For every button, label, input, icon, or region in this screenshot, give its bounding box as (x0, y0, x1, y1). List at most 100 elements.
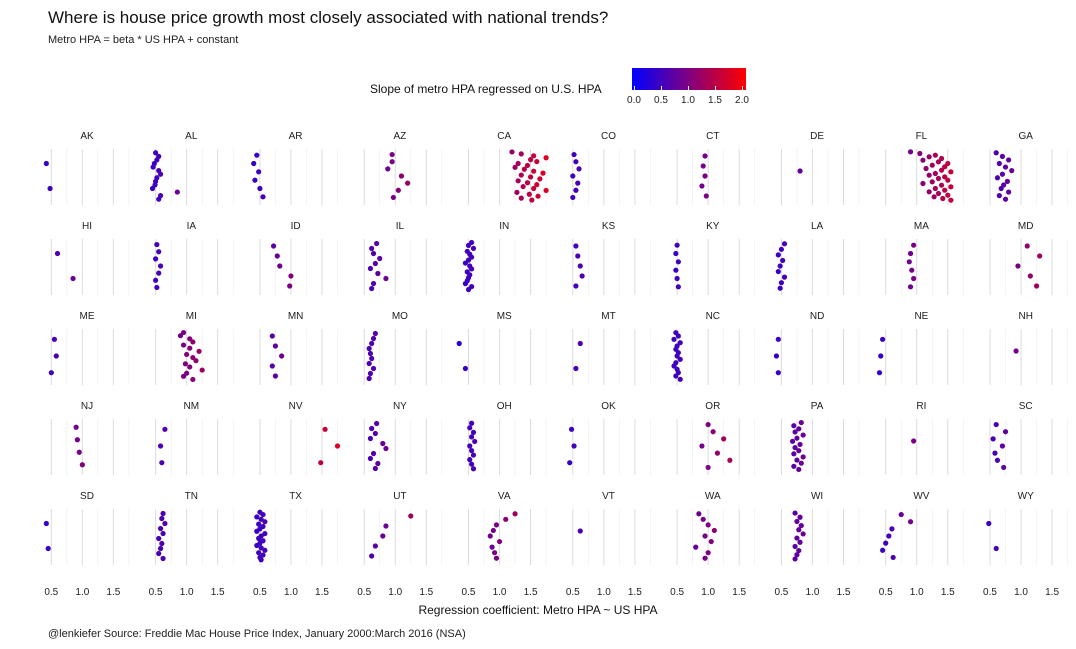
data-point (269, 363, 275, 369)
data-point (252, 177, 258, 183)
data-point (800, 531, 806, 537)
data-point (700, 516, 706, 522)
x-tick-label: 0.5 (983, 587, 997, 598)
data-point (945, 192, 951, 198)
facet-label: MO (392, 311, 408, 322)
data-point (920, 180, 926, 187)
data-point (708, 538, 714, 545)
data-point (778, 280, 785, 286)
data-point (374, 240, 380, 247)
data-point (993, 545, 999, 552)
facet-ut: UT (363, 491, 443, 565)
data-point (190, 339, 196, 345)
data-point (775, 336, 781, 342)
data-point (923, 165, 929, 172)
data-point (370, 365, 377, 372)
data-point (909, 267, 915, 273)
data-point (1024, 243, 1030, 249)
data-point (395, 187, 401, 193)
data-point (159, 515, 165, 522)
data-point (1002, 196, 1009, 202)
data-point (514, 189, 520, 195)
facet-in: IN (462, 221, 547, 295)
data-point (162, 520, 168, 527)
data-point (907, 519, 914, 525)
facet-ri: RI (885, 401, 964, 475)
data-point (531, 153, 537, 159)
data-point (940, 195, 946, 202)
data-point (794, 552, 800, 558)
legend-tick-mark (688, 86, 689, 90)
data-point (920, 157, 926, 163)
data-point (703, 193, 709, 199)
x-tick-label: 0.5 (252, 587, 267, 598)
data-point (702, 555, 708, 561)
data-point (372, 260, 378, 267)
facet-al: AL (149, 131, 234, 205)
facet-co: CO (570, 131, 651, 205)
data-point (886, 533, 892, 539)
data-point (994, 175, 1001, 181)
facet-ms: MS (456, 311, 547, 385)
facet-label: PA (811, 401, 824, 412)
x-tick-label: 1.0 (701, 587, 716, 598)
data-point (182, 361, 189, 367)
data-point (369, 355, 375, 362)
legend-tick-label: 0.0 (627, 95, 641, 106)
data-point (986, 520, 992, 527)
data-point (792, 429, 798, 435)
data-point (54, 250, 61, 257)
facet-fl: FL (885, 131, 964, 205)
data-point (938, 155, 945, 162)
data-point (711, 527, 717, 534)
data-point (526, 191, 532, 197)
data-point (1004, 178, 1010, 184)
data-point (938, 182, 945, 188)
data-point (932, 170, 938, 177)
data-point (157, 171, 164, 177)
data-point (791, 423, 797, 429)
chart-title: Where is house price growth most closely… (48, 8, 609, 27)
data-point (797, 441, 803, 448)
facet-ma: MA (885, 221, 964, 295)
facet-mn: MN (259, 311, 338, 385)
facet-label: NH (1018, 311, 1032, 322)
legend-title: Slope of metro HPA regressed on U.S. HPA (370, 82, 602, 96)
data-point (531, 185, 537, 192)
data-point (575, 253, 581, 259)
data-point (994, 457, 1001, 463)
data-point (883, 540, 889, 546)
facet-label: NY (393, 401, 407, 412)
data-point (524, 162, 531, 169)
data-point (677, 356, 683, 362)
data-point (567, 460, 573, 466)
facet-label: WV (913, 491, 929, 502)
facet-label: WY (1018, 491, 1034, 502)
facet-vt: VT (572, 491, 651, 565)
facet-ca: CA (468, 131, 549, 205)
data-point (70, 275, 76, 282)
data-point (254, 542, 260, 549)
facet-label: KY (706, 221, 720, 232)
data-point (190, 376, 196, 383)
data-point (890, 554, 896, 561)
facet-me: ME (48, 311, 130, 385)
facet-label: MD (1018, 221, 1034, 232)
data-point (543, 187, 549, 194)
data-point (254, 528, 260, 534)
data-point (798, 419, 804, 426)
data-point (794, 435, 800, 441)
data-point (575, 180, 581, 186)
data-point (256, 535, 262, 541)
data-point (367, 370, 374, 377)
data-point (256, 521, 262, 527)
data-point (287, 283, 293, 289)
x-tick-label: 0.5 (44, 587, 59, 598)
data-point (571, 151, 577, 158)
color-scale-bar (632, 68, 746, 90)
facet-ct: CT (676, 131, 755, 205)
data-point (693, 544, 699, 550)
data-point (796, 466, 802, 473)
facet-ks: KS (572, 221, 651, 295)
data-point (780, 257, 786, 264)
